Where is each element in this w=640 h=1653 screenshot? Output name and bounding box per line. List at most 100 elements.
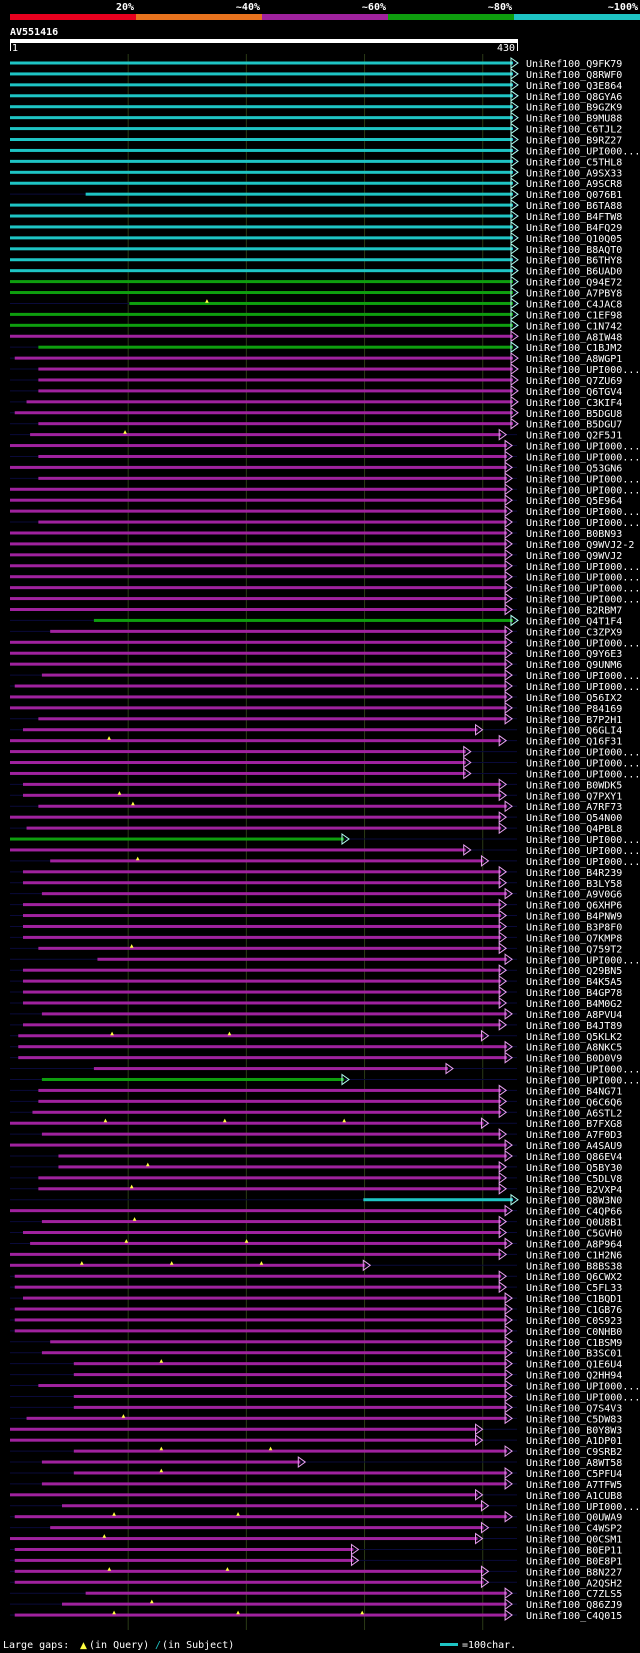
hit-row[interactable]: UniRef100_A9SCR8	[10, 177, 622, 190]
hit-row[interactable]: UniRef100_B6UAD0	[10, 264, 622, 278]
hit-row[interactable]: UniRef100_A6STL2	[10, 1106, 622, 1119]
hit-label[interactable]: UniRef100_UPI000...	[526, 562, 640, 573]
hit-row[interactable]: UniRef100_UPI000...	[10, 439, 640, 453]
hit-row[interactable]: UniRef100_Q7S4V3	[10, 1401, 622, 1414]
hit-row[interactable]: UniRef100_Q8RWF0	[10, 67, 622, 81]
hit-label[interactable]: UniRef100_B6TA88	[526, 201, 622, 212]
hit-row[interactable]: UniRef100_UPI000...	[10, 144, 640, 157]
hit-label[interactable]: UniRef100_B4R239	[526, 868, 622, 879]
hit-label[interactable]: UniRef100_UPI000...	[526, 835, 640, 846]
hit-row[interactable]: UniRef100_A8IW48	[10, 330, 622, 343]
hit-row[interactable]: UniRef100_C3KIF4	[10, 395, 622, 409]
hit-label[interactable]: UniRef100_A8WT58	[526, 1458, 622, 1469]
hit-row[interactable]: UniRef100_UPI000...	[10, 1379, 640, 1393]
hit-label[interactable]: UniRef100_UPI000...	[526, 485, 640, 496]
hit-row[interactable]: UniRef100_Q54N00	[10, 811, 622, 824]
hit-row[interactable]: UniRef100_B5DGU7	[10, 417, 622, 431]
hit-row[interactable]: UniRef100_Q7ZU69	[10, 373, 622, 387]
hit-label[interactable]: UniRef100_B2RBM7	[526, 606, 622, 617]
hit-label[interactable]: UniRef100_B3LY58	[526, 879, 622, 890]
hit-row[interactable]: ▲ UniRef100_Q16F31	[10, 735, 622, 748]
hit-label[interactable]: UniRef100_UPI000...	[526, 1392, 640, 1403]
hit-row[interactable]: UniRef100_Q29BN5	[10, 964, 622, 977]
hit-label[interactable]: UniRef100_B4NG71	[526, 1086, 622, 1097]
hit-row[interactable]: UniRef100_Q8W3N0	[10, 1193, 622, 1207]
hit-row[interactable]: UniRef100_Q3E864	[10, 78, 622, 92]
hit-label[interactable]: UniRef100_Q6C6Q6	[526, 1097, 622, 1108]
hit-row[interactable]: UniRef100_A7PBY8	[10, 286, 622, 300]
hit-row[interactable]: ▲ UniRef100_Q5BY30	[10, 1161, 622, 1174]
hit-row[interactable]: UniRef100_B0BN93	[10, 527, 622, 540]
hit-label[interactable]: UniRef100_Q86ZJ9	[526, 1600, 622, 1611]
hit-label[interactable]: UniRef100_A8P964	[526, 1239, 622, 1250]
hit-row[interactable]: UniRef100_B2RBM7	[10, 603, 622, 617]
hit-label[interactable]: UniRef100_UPI000...	[526, 846, 640, 857]
hit-row[interactable]: ▲ UniRef100_C5PFU4	[10, 1467, 622, 1480]
hit-row[interactable]: UniRef100_Q6TGV4	[10, 384, 622, 398]
hit-row[interactable]: UniRef100_Q6CWX2	[10, 1270, 622, 1283]
hit-label[interactable]: UniRef100_C1GB76	[526, 1305, 622, 1316]
hit-label[interactable]: UniRef100_B2VXP4	[526, 1185, 622, 1196]
hit-row[interactable]: ▲ ▲ UniRef100_Q0UWA9	[10, 1511, 622, 1524]
hit-label[interactable]: UniRef100_C1H2N6	[526, 1250, 622, 1261]
hit-label[interactable]: UniRef100_A9SX33	[526, 168, 622, 179]
hit-label[interactable]: UniRef100_UPI000...	[526, 1075, 640, 1086]
hit-label[interactable]: UniRef100_C7ZLS5	[526, 1589, 622, 1600]
hit-row[interactable]: UniRef100_Q9WVJ2-2	[10, 537, 634, 551]
hit-row[interactable]: UniRef100_A8WT58	[10, 1456, 622, 1469]
hit-label[interactable]: UniRef100_C3KIF4	[526, 398, 622, 409]
hit-row[interactable]: UniRef100_Q6C6Q6	[10, 1095, 622, 1108]
hit-row[interactable]: UniRef100_B0WDK5	[10, 778, 622, 791]
hit-label[interactable]: UniRef100_UPI000...	[526, 671, 640, 682]
hit-row[interactable]: ▲ ▲ ▲ UniRef100_B8BS38	[10, 1259, 622, 1272]
hit-label[interactable]: UniRef100_Q16F31	[526, 737, 622, 748]
hit-label[interactable]: UniRef100_Q6CWX2	[526, 1272, 622, 1283]
hit-row[interactable]: ▲ UniRef100_Q7PXY1	[10, 789, 622, 802]
hit-label[interactable]: UniRef100_A6STL2	[526, 1108, 622, 1119]
hit-label[interactable]: UniRef100_Q9WVJ2	[526, 551, 622, 562]
hit-row[interactable]: UniRef100_C6TJL2	[10, 122, 622, 136]
hit-label[interactable]: UniRef100_UPI000...	[526, 748, 640, 759]
hit-row[interactable]: UniRef100_C4WSP2	[10, 1521, 622, 1535]
hit-row[interactable]: UniRef100_B4R239	[10, 865, 622, 879]
hit-row[interactable]: UniRef100_UPI000...	[10, 570, 640, 584]
hit-label[interactable]: UniRef100_Q56IX2	[526, 693, 622, 704]
hit-label[interactable]: UniRef100_Q6TGV4	[526, 387, 622, 398]
hit-label[interactable]: UniRef100_A7RF73	[526, 802, 622, 813]
hit-row[interactable]: UniRef100_Q9FK79	[10, 57, 622, 70]
hit-label[interactable]: UniRef100_UPI000...	[526, 955, 640, 966]
hit-label[interactable]: UniRef100_C5THL8	[526, 157, 622, 168]
hit-row[interactable]: UniRef100_UPI000...	[10, 450, 640, 463]
hit-label[interactable]: UniRef100_A2QSH2	[526, 1578, 622, 1589]
hit-row[interactable]: UniRef100_C1BSM9	[10, 1335, 622, 1349]
hit-label[interactable]: UniRef100_A8WGP1	[526, 354, 622, 365]
hit-label[interactable]: UniRef100_Q4T1F4	[526, 616, 622, 627]
hit-row[interactable]: UniRef100_B4K5A5	[10, 975, 622, 988]
hit-row[interactable]: UniRef100_B3LY58	[10, 876, 622, 890]
hit-label[interactable]: UniRef100_Q076B1	[526, 190, 622, 201]
hit-row[interactable]: UniRef100_UPI000...	[10, 1062, 640, 1076]
hit-row[interactable]: UniRef100_C5GVH0	[10, 1226, 622, 1240]
hit-label[interactable]: UniRef100_Q53GN6	[526, 463, 622, 474]
hit-label[interactable]: UniRef100_Q759T2	[526, 944, 622, 955]
hit-row[interactable]: UniRef100_Q076B1	[10, 188, 622, 201]
hit-row[interactable]: UniRef100_B4PNW9	[10, 909, 622, 923]
hit-row[interactable]: UniRef100_UPI000...	[10, 669, 640, 682]
hit-label[interactable]: UniRef100_C5GVH0	[526, 1229, 622, 1240]
hit-row[interactable]: UniRef100_UPI000...	[10, 472, 640, 485]
hit-label[interactable]: UniRef100_Q5E964	[526, 496, 622, 507]
hit-row[interactable]: UniRef100_Q94E72	[10, 275, 622, 289]
hit-row[interactable]: UniRef100_A2QSH2	[10, 1576, 622, 1589]
hit-label[interactable]: UniRef100_B5DGU8	[526, 409, 622, 420]
hit-row[interactable]: UniRef100_B9RZ27	[10, 133, 622, 147]
hit-row[interactable]: ▲ UniRef100_Q759T2	[10, 942, 622, 955]
hit-row[interactable]: UniRef100_UPI000...	[10, 953, 640, 966]
hit-row[interactable]: UniRef100_C7ZLS5	[10, 1587, 622, 1600]
hit-label[interactable]: UniRef100_A1CUB8	[526, 1491, 622, 1502]
hit-row[interactable]: UniRef100_B4M0G2	[10, 997, 622, 1010]
hit-label[interactable]: UniRef100_A8IW48	[526, 332, 622, 343]
hit-row[interactable]: UniRef100_B6TA88	[10, 199, 622, 212]
hit-label[interactable]: UniRef100_B8AQT0	[526, 245, 622, 256]
hit-label[interactable]: UniRef100_A9SCR8	[526, 179, 622, 190]
hit-row[interactable]: UniRef100_C5THL8	[10, 155, 622, 168]
